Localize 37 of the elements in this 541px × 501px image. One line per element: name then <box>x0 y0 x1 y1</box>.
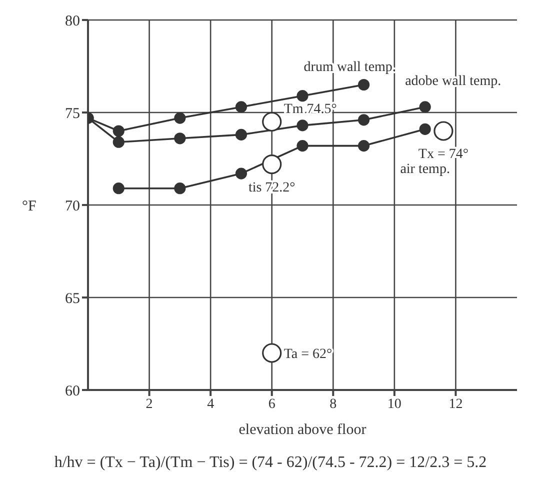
text: h/hv = (Tx − Ta)/(Tm − Tis) = (74 - 62)/(74.5 - 72.2) = 12/2.3 = 5.2 <box>53 454 488 472</box>
x-tick-label: 8 <box>330 396 337 412</box>
x-tick-label: 6 <box>268 396 276 412</box>
point <box>262 154 282 174</box>
point <box>296 90 308 102</box>
point <box>419 123 431 135</box>
point <box>174 182 186 194</box>
point <box>262 112 282 132</box>
x-tick-label: 4 <box>207 396 214 412</box>
point <box>296 120 308 132</box>
point <box>174 112 186 124</box>
point <box>174 132 186 144</box>
y-tick-label: 70 <box>65 198 80 214</box>
point <box>235 101 248 113</box>
point <box>262 343 282 363</box>
point <box>235 128 248 140</box>
y-tick-label: 65 <box>65 290 80 307</box>
series-label: air temp. <box>400 162 450 178</box>
point <box>112 125 124 137</box>
y-tick-label: 80 <box>65 13 80 30</box>
y-tick-label: 60 <box>65 383 80 400</box>
point <box>112 136 124 148</box>
point <box>296 140 308 152</box>
point <box>358 78 370 91</box>
x-tick-label: 12 <box>448 396 463 412</box>
x-tick-label: 10 <box>387 396 402 412</box>
x-tick-label: 2 <box>146 396 153 412</box>
annotation: Ta = 62° <box>284 347 332 362</box>
point <box>434 121 454 141</box>
point <box>112 182 124 194</box>
point <box>419 101 431 113</box>
y-tick-label: 75 <box>65 106 80 122</box>
point <box>358 140 370 152</box>
point <box>358 114 370 126</box>
point <box>235 168 248 180</box>
x-axis-title: elevation above floor <box>238 422 366 438</box>
y-axis-title: °F <box>22 198 36 214</box>
